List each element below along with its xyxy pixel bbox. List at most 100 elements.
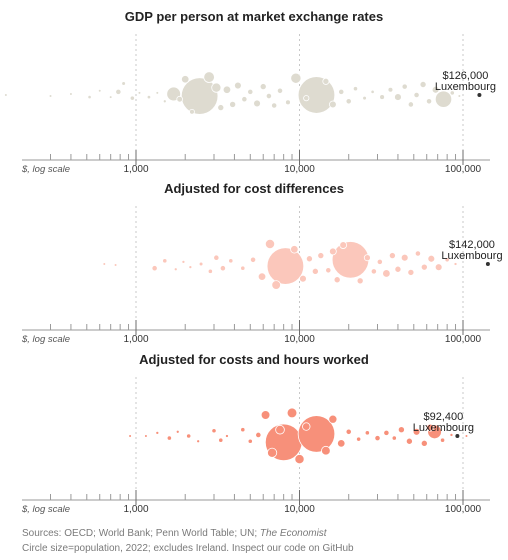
country-bubble (48, 94, 53, 98)
x-tick-label: 1,000 (123, 504, 148, 515)
country-bubble (333, 276, 341, 284)
x-tick-label: 1,000 (123, 164, 148, 175)
country-bubble (228, 258, 234, 264)
country-bubble (425, 98, 433, 105)
country-bubble (173, 267, 178, 272)
country-bubble (391, 435, 397, 441)
country-bubble (338, 88, 345, 95)
country-bubble (374, 435, 381, 442)
country-bubble (345, 98, 352, 105)
country-bubble (331, 241, 370, 279)
country-bubble (453, 262, 458, 266)
country-bubble (196, 439, 201, 444)
country-bubble (407, 268, 415, 276)
country-bubble (203, 71, 215, 83)
country-bubble (444, 257, 450, 263)
country-bubble (234, 81, 242, 90)
method-footnote: Circle size=population, 2022; excludes I… (22, 543, 354, 554)
country-bubble (146, 94, 152, 100)
country-bubble (229, 100, 237, 108)
country-bubble (241, 96, 248, 103)
country-bubble (431, 85, 440, 94)
country-bubble (339, 241, 348, 249)
country-bubble (325, 267, 332, 274)
country-bubble (155, 91, 160, 95)
country-bubble (249, 256, 257, 263)
country-bubble (260, 410, 271, 420)
country-bubble (162, 258, 168, 264)
annotation-value: $92,400 (424, 411, 464, 423)
country-bubble (264, 239, 276, 250)
x-tick-label: 10,000 (284, 334, 315, 345)
country-bubble (362, 95, 367, 101)
country-bubble (439, 437, 446, 443)
country-bubble (364, 430, 370, 436)
country-bubble (290, 72, 302, 84)
country-bubble (311, 267, 319, 275)
country-bubble (247, 438, 253, 444)
country-bubble (240, 427, 246, 433)
country-bubble (181, 75, 190, 84)
country-bubble (198, 261, 204, 267)
country-bubble (217, 104, 225, 112)
country-bubble (162, 99, 167, 104)
country-bubble (286, 407, 298, 419)
chart-title: Adjusted for costs and hours worked (139, 352, 369, 367)
country-bubble (181, 259, 186, 264)
x-tick-label: 10,000 (284, 504, 315, 515)
country-bubble (267, 447, 278, 458)
country-bubble (271, 102, 278, 109)
country-bubble (69, 92, 73, 96)
country-bubble (382, 269, 391, 278)
country-bubble (370, 89, 375, 94)
x-tick-label: 10,000 (284, 164, 315, 175)
country-bubble (329, 100, 337, 109)
country-bubble (188, 265, 193, 270)
x-tick-label: 100,000 (445, 334, 482, 345)
country-bubble (102, 262, 107, 266)
country-bubble (137, 91, 142, 95)
country-bubble (225, 434, 229, 438)
axis-scale-label: $, log scale (21, 164, 70, 175)
country-bubble (175, 429, 180, 434)
country-bubble (397, 426, 405, 434)
chart-panel-3: Adjusted for costs and hours worked 1,000… (21, 352, 490, 515)
annotation-country: Luxembourg (441, 250, 502, 262)
country-bubble (155, 430, 160, 435)
country-bubble (322, 77, 330, 85)
country-bubble (412, 427, 421, 436)
country-bubble (426, 423, 435, 432)
country-bubble (414, 250, 422, 257)
chart-title: Adjusted for cost differences (164, 181, 344, 196)
chart-panel-2: Adjusted for cost differences 1,000 10,000… (21, 181, 503, 345)
x-tick-label: 1,000 (123, 334, 148, 345)
sources-text: Sources: OECD; World Bank; Penn World Ta… (22, 528, 260, 539)
country-bubble (219, 265, 226, 272)
country-bubble (97, 89, 102, 93)
x-tick-label: 100,000 (445, 164, 482, 175)
country-bubble (257, 272, 267, 281)
country-bubble (115, 88, 122, 95)
country-bubble (121, 81, 126, 86)
country-bubble (388, 252, 396, 260)
country-bubble (370, 268, 377, 275)
country-bubble (213, 254, 220, 261)
country-bubble (271, 280, 281, 290)
country-bubble (207, 268, 213, 274)
country-bubble (247, 88, 254, 95)
country-bubble (266, 247, 305, 285)
country-bubble (401, 83, 408, 90)
country-bubble (211, 428, 217, 434)
country-bubble (255, 431, 262, 439)
country-bubble (87, 95, 92, 100)
country-bubble (189, 108, 195, 115)
country-bubble (128, 434, 132, 438)
country-bubble (302, 422, 311, 431)
country-bubble (457, 94, 462, 98)
country-bubble (294, 454, 305, 465)
country-bubble (400, 253, 409, 262)
country-bubble (420, 263, 428, 271)
country-bubble (394, 93, 402, 101)
country-bubble (129, 95, 135, 101)
country-bubble (419, 81, 427, 89)
